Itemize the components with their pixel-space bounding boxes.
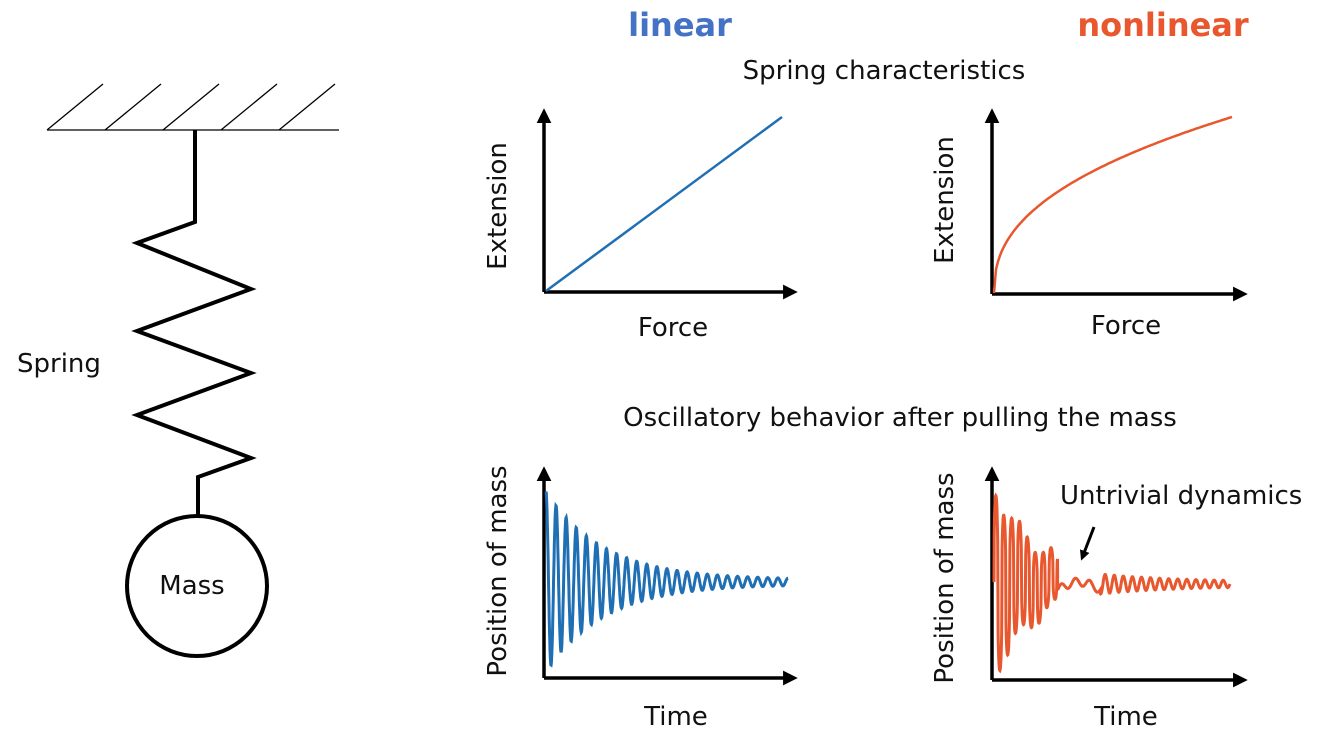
- nonlinear-characteristic-ylabel: Extension: [930, 136, 960, 264]
- linear-characteristic-ylabel: Extension: [483, 142, 513, 270]
- nonlinear-oscillation-ylabel: Position of mass: [930, 472, 960, 683]
- linear-characteristic-curve: [545, 115, 783, 293]
- linear-oscillation-ylabel: Position of mass: [483, 465, 513, 676]
- linear-oscillation-chart: Time Position of mass: [483, 465, 798, 732]
- nonlinear-oscillation-chart: Time Position of mass Untrivial dynamics: [930, 466, 1302, 732]
- nonlinear-oscillation-curve: [992, 492, 1232, 674]
- nonlinear-characteristic-curve: [992, 115, 1233, 294]
- annotation-arrow: [1079, 526, 1096, 561]
- nonlinear-heading: nonlinear: [1077, 6, 1249, 44]
- spring-coil: [131, 130, 257, 517]
- spring-characteristics-title: Spring characteristics: [743, 56, 1026, 86]
- untrivial-dynamics-annotation: Untrivial dynamics: [1060, 481, 1302, 511]
- linear-oscillation-curve: [544, 491, 789, 668]
- oscillatory-behavior-title: Oscillatory behavior after pulling the m…: [623, 403, 1177, 433]
- linear-oscillation-xlabel: Time: [643, 702, 708, 732]
- mass-circle: [125, 514, 269, 658]
- ceiling: [46, 83, 339, 131]
- mass-label: Mass: [159, 571, 224, 601]
- nonlinear-characteristic-chart: Force Extension: [930, 108, 1248, 341]
- nonlinear-oscillation-xlabel: Time: [1093, 702, 1158, 732]
- spring-mass-system: Spring Mass: [17, 83, 339, 658]
- spring-label: Spring: [17, 349, 101, 379]
- nonlinear-characteristic-xlabel: Force: [1091, 311, 1161, 341]
- linear-heading: linear: [628, 6, 732, 44]
- linear-characteristic-xlabel: Force: [638, 313, 708, 343]
- linear-characteristic-chart: Force Extension: [483, 108, 798, 343]
